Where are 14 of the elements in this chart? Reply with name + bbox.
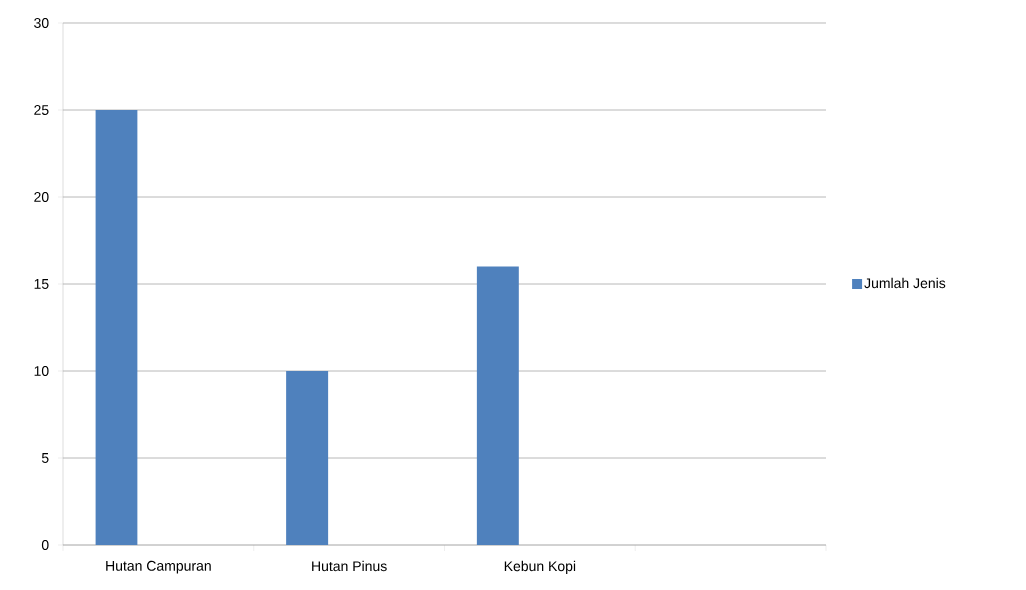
bar — [476, 266, 519, 545]
y-tick-label: 10 — [34, 366, 49, 376]
y-tick-label: 25 — [34, 105, 49, 115]
bar — [286, 371, 329, 545]
x-tick-label: Hutan Pinus — [312, 560, 387, 572]
y-tick-label: 5 — [41, 453, 49, 463]
x-tick-label: Kebun Kopi — [504, 560, 576, 574]
legend-label: Jumlah Jenis — [864, 277, 946, 289]
y-tick-label: 20 — [34, 192, 49, 202]
bar — [95, 110, 138, 545]
x-tick-label: Hutan Campuran — [106, 560, 211, 574]
y-tick-label: 30 — [34, 18, 49, 28]
y-tick-label: 0 — [41, 540, 49, 550]
y-tick-label: 15 — [34, 279, 49, 289]
